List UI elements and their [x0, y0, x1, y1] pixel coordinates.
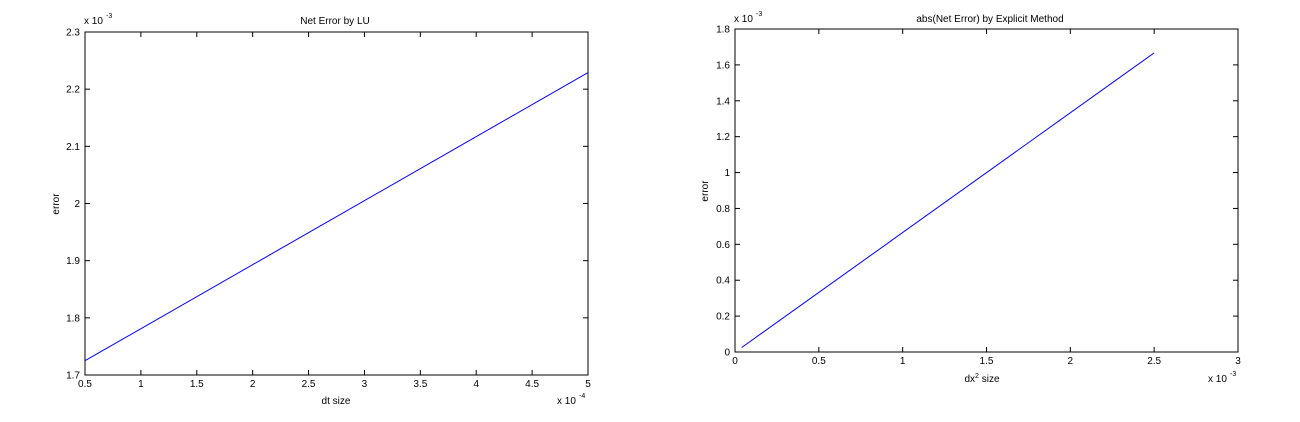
x-axis-label: dx2 size	[964, 373, 999, 385]
y-axis-label: error	[700, 180, 711, 202]
x-tick-label: 1.5	[190, 379, 204, 390]
y-tick-label: 0.8	[716, 204, 730, 215]
x-tick-label: 1.5	[980, 356, 994, 367]
chart-abs-net-error-explicit: abs(Net Error) by Explicit Method 0 0.5 1 1…	[700, 11, 1241, 385]
y-tick-label: 0.4	[716, 276, 730, 287]
x-tick-label: 0.5	[812, 356, 826, 367]
x-tick-label: 0.5	[78, 379, 92, 390]
chart-title: abs(Net Error) by Explicit Method	[916, 14, 1063, 25]
y-tick-label: 0.6	[716, 240, 730, 251]
x-tick-label: 1	[138, 379, 144, 390]
x-tick-label: 5	[585, 379, 591, 390]
series-lines	[84, 72, 589, 362]
chart-net-error-lu: Net Error by LU 0.5 1 1.5 2 2.5 3 3.5 4 4.5 5 1.7…	[51, 13, 591, 407]
x-tick-label: 3	[362, 379, 368, 390]
x-axis-ticks: 0 0.5 1 1.5 2 2.5 3	[732, 29, 1241, 367]
y-tick-label: 1.2	[716, 132, 730, 143]
y-tick-label: 1.9	[66, 256, 80, 267]
series-line	[741, 52, 1155, 348]
x-axis-label: dt size	[322, 396, 351, 407]
y-tick-label: 2	[74, 199, 80, 210]
x-exponent-power: -3	[1230, 371, 1236, 378]
y-tick-label: 1.7	[66, 371, 80, 382]
x-tick-label: 3	[1235, 356, 1241, 367]
y-tick-label: 1.4	[716, 96, 730, 107]
y-tick-label: 2.1	[66, 142, 80, 153]
y-exponent-power: -3	[106, 13, 112, 20]
chart-title: Net Error by LU	[300, 16, 369, 27]
y-axis-ticks: 1.7 1.8 1.9 2 2.1 2.2 2.3	[66, 28, 588, 382]
series-line	[84, 72, 589, 362]
x-tick-label: 1	[900, 356, 906, 367]
y-tick-label: 1.8	[716, 25, 730, 36]
x-axis-ticks: 0.5 1 1.5 2 2.5 3 3.5 4 4.5 5	[78, 32, 591, 390]
y-tick-label: 2.2	[66, 85, 80, 96]
x-exponent-base: x 10	[557, 396, 576, 407]
x-exponent-power: -4	[579, 393, 585, 400]
x-tick-label: 4.5	[525, 379, 539, 390]
y-tick-label: 0	[724, 348, 730, 359]
y-exponent-base: x 10	[734, 14, 753, 25]
x-tick-label: 2.5	[302, 379, 316, 390]
x-tick-label: 2.5	[1147, 356, 1161, 367]
x-tick-label: 2	[1068, 356, 1074, 367]
y-tick-label: 2.3	[66, 28, 80, 39]
y-axis-ticks: 0 0.2 0.4 0.6 0.8 1 1.2 1.4 1.6 1.8	[716, 25, 1238, 359]
plot-area	[84, 31, 589, 376]
x-tick-label: 4	[473, 379, 479, 390]
y-tick-label: 1.6	[716, 60, 730, 71]
x-tick-label: 2	[250, 379, 256, 390]
y-exponent-base: x 10	[84, 16, 103, 27]
plot-area	[734, 28, 1239, 353]
y-exponent-power: -3	[756, 11, 762, 18]
y-tick-label: 0.2	[716, 312, 730, 323]
series-lines	[741, 52, 1155, 348]
x-tick-label: 3.5	[413, 379, 427, 390]
x-exponent-base: x 10	[1208, 374, 1227, 385]
y-tick-label: 1	[724, 168, 730, 179]
x-tick-label: 0	[732, 356, 738, 367]
y-tick-label: 1.8	[66, 313, 80, 324]
y-axis-label: error	[51, 193, 62, 215]
